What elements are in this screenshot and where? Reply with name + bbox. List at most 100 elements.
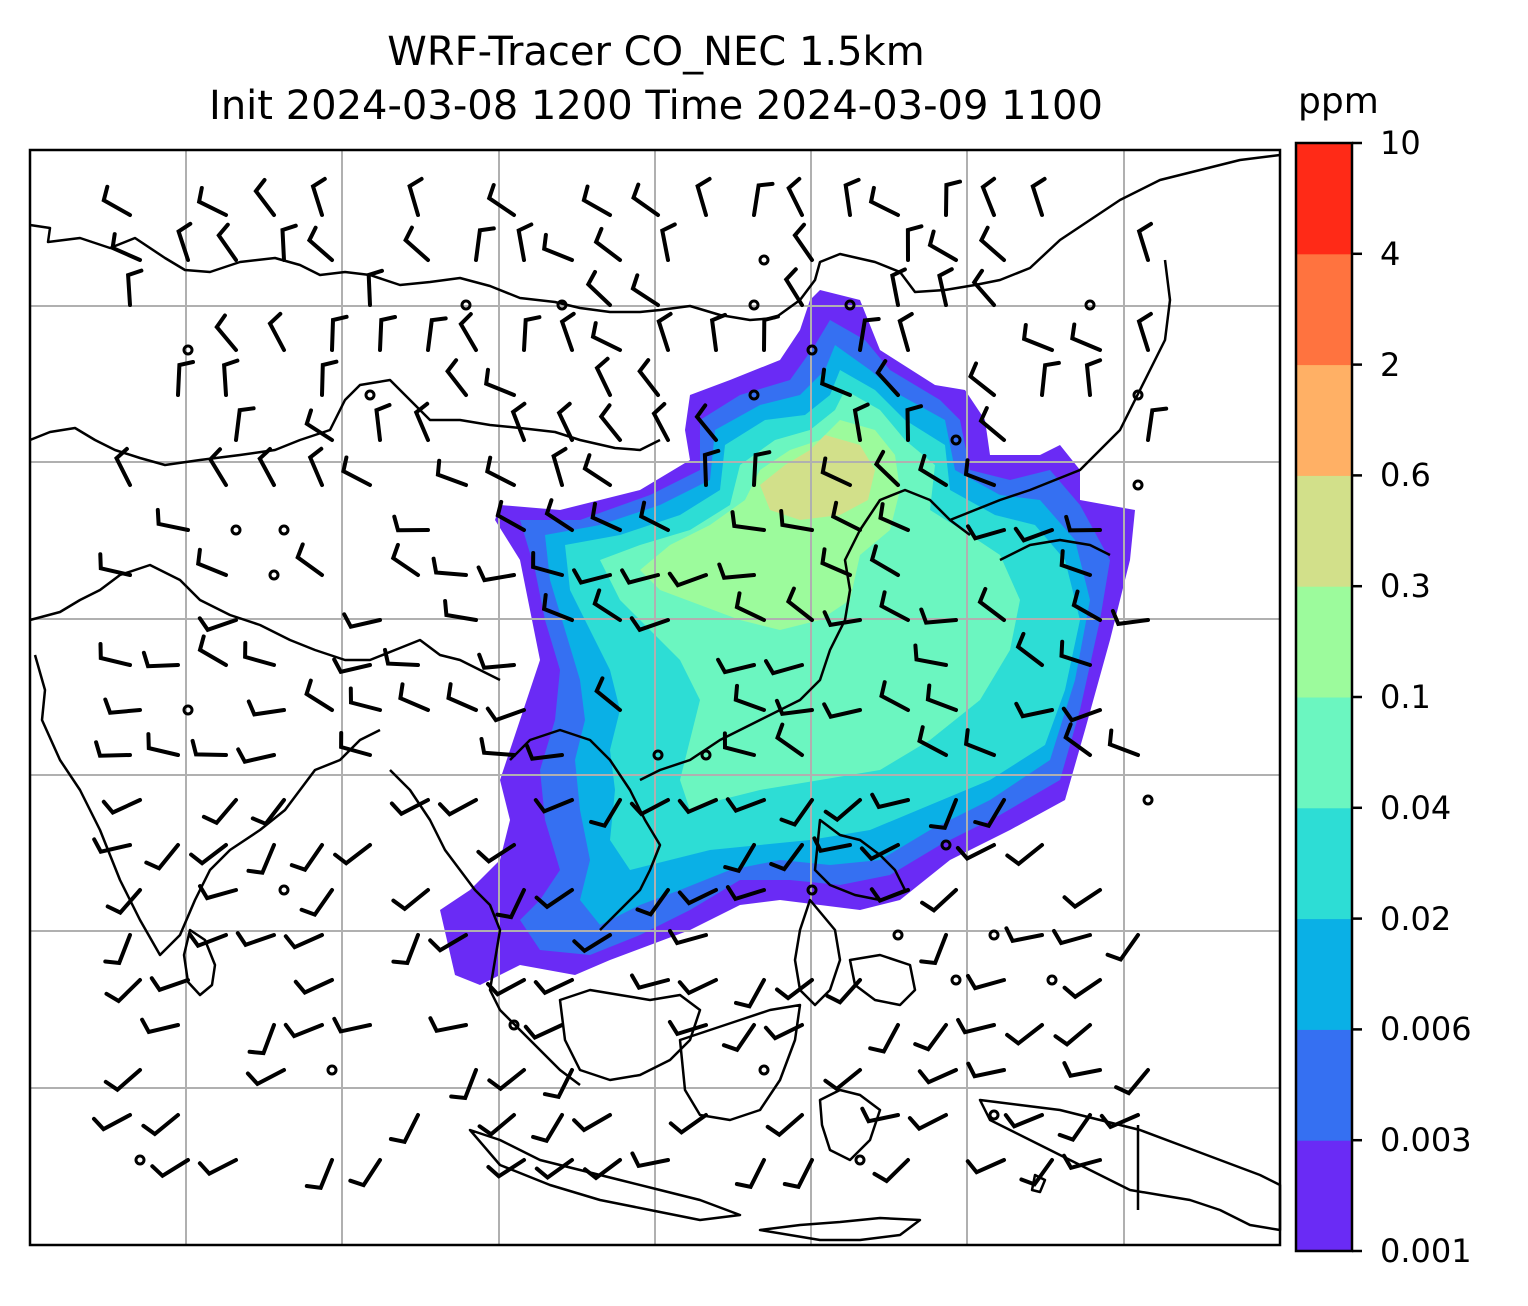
wind-barb [1014,701,1054,719]
wind-barb [283,1022,324,1039]
wind-barb [510,401,527,442]
calm-station-marker [950,974,962,986]
wind-barb [522,315,542,352]
wind-barb [594,676,622,712]
wind-barb [257,447,276,487]
wind-barb [216,222,238,262]
calm-markers [134,254,1154,1166]
wind-barb [458,312,478,352]
wind-barb [869,544,900,577]
wind-barb [667,571,708,588]
wind-barb [668,1113,708,1135]
wind-barb [236,747,276,764]
wind-barb [190,738,228,757]
wind-barb [820,367,852,397]
wind-barb [293,978,334,995]
wind-barb [717,562,756,580]
wind-barb [937,267,954,307]
wind-barb [114,446,132,487]
calm-station-marker [556,299,568,311]
wind-barb [1062,1153,1102,1171]
wind-barb [920,888,958,913]
wind-barb [267,311,286,352]
wind-barb [383,647,420,667]
wind-barb [1059,639,1092,667]
wind-barb [1084,358,1103,397]
wind-barb [299,888,334,918]
wind-barb [820,547,852,577]
wind-barb [971,268,996,307]
wind-barb [197,616,238,633]
wind-barb [822,610,862,628]
wind-barb [98,552,132,577]
wind-barb [762,314,780,352]
wind-barb [1114,1068,1150,1096]
wind-barb [589,798,622,829]
wind-barb [1005,1023,1044,1046]
colorbar-tick-label: 0.04 [1380,788,1452,827]
wind-barb [677,978,718,996]
wind-barb [725,885,766,902]
wind-barb [965,1158,1006,1175]
wind-barb [723,843,756,874]
wind-barb [1136,221,1153,262]
wind-barb [843,177,861,217]
wind-barb [590,321,622,352]
wind-barb [389,798,430,817]
wind-barb [333,843,372,866]
colorbar-segment [1296,475,1352,587]
wind-barb [253,178,276,217]
wind-barb [531,551,564,577]
wind-barb [927,229,958,262]
wind-barb [310,176,327,217]
wind-barb [1061,706,1102,723]
wind-barb [769,843,804,872]
wind-barb [980,176,997,217]
wind-barb [477,652,516,670]
wind-barb [307,446,324,487]
colorbar-segment [1296,1140,1352,1252]
wind-barb [629,616,670,633]
calm-station-marker [844,299,856,311]
wind-barb [581,184,612,217]
wind-barb [403,225,430,262]
calm-station-marker [806,344,818,356]
wind-barb [868,185,900,217]
calm-station-marker [1046,974,1058,986]
wind-barb [398,682,430,712]
wind-barb [978,406,1006,442]
calm-station-marker [892,929,904,941]
wind-barb [774,698,814,716]
wind-barb [485,455,516,487]
calm-station-marker [1132,479,1144,491]
colorbar-tick-label: 0.02 [1380,899,1452,938]
colorbar [1294,141,1362,1253]
wind-barb [1064,514,1102,533]
wind-barb [677,888,718,906]
wind-barb [779,509,814,532]
wind-barb [722,731,756,757]
wind-barb [918,453,948,487]
wind-barb [667,1020,708,1037]
wind-barb [963,458,996,487]
wind-barb [925,683,958,712]
wind-barb [544,498,574,532]
wind-barb [823,798,862,823]
colorbar-tick-label: 0.003 [1380,1121,1472,1160]
calm-station-marker [700,749,712,761]
wind-barb [1136,311,1153,352]
wind-barb [890,267,907,307]
wind-barb [765,1113,804,1138]
wind-barb [598,403,622,442]
wind-barb [407,176,424,217]
wind-barb [1099,1113,1140,1130]
wind-barb [104,978,142,1004]
wind-barb [917,725,948,757]
wind-barb [413,401,430,442]
wind-barb [1021,323,1054,352]
calm-station-marker [508,1019,520,1031]
wind-barb [592,588,622,622]
calm-station-marker [758,254,770,266]
colorbar-tick-label: 10 [1380,124,1421,162]
calm-station-marker [988,929,1000,941]
